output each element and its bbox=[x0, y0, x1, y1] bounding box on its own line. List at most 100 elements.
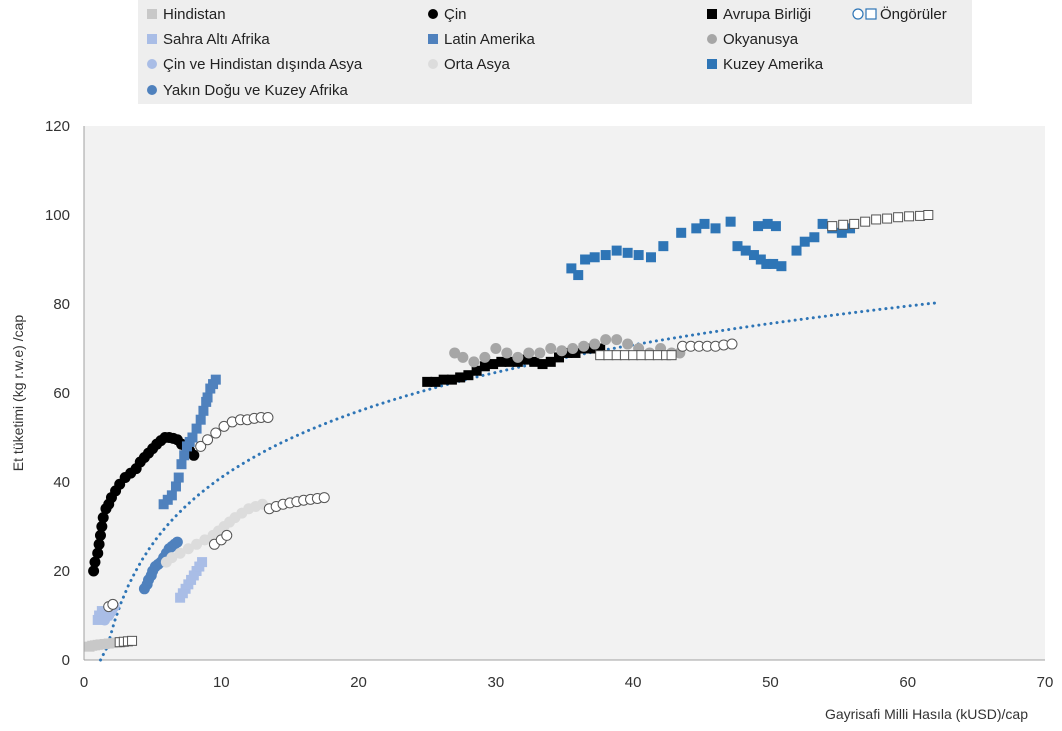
data-point bbox=[529, 356, 540, 367]
projection-point bbox=[871, 214, 882, 225]
legend-label: Avrupa Birliği bbox=[723, 6, 811, 23]
legend-marker bbox=[147, 85, 157, 95]
legend-marker bbox=[865, 8, 877, 20]
data-point bbox=[430, 376, 441, 387]
data-point bbox=[770, 221, 781, 232]
plot-area bbox=[84, 126, 1045, 660]
projection-point bbox=[893, 212, 904, 223]
data-point bbox=[580, 254, 591, 265]
data-point bbox=[496, 356, 507, 367]
data-point bbox=[573, 270, 584, 281]
data-point bbox=[740, 245, 751, 256]
legend-marker bbox=[428, 59, 438, 69]
legend-item: Çin bbox=[428, 6, 467, 23]
projection-series bbox=[263, 492, 330, 515]
legend-item: Okyanusya bbox=[707, 31, 799, 48]
data-point bbox=[748, 250, 759, 261]
data-point bbox=[545, 343, 557, 354]
legend-item: Orta Asya bbox=[428, 56, 511, 73]
data-point bbox=[97, 512, 109, 524]
data-point bbox=[166, 490, 177, 501]
projection-point bbox=[202, 434, 214, 446]
projection-point bbox=[644, 350, 655, 361]
data-point bbox=[633, 250, 644, 261]
projection-point bbox=[904, 211, 915, 222]
projection-point bbox=[652, 350, 663, 361]
legend-label: Çin ve Hindistan dışında Asya bbox=[163, 56, 363, 73]
data-point bbox=[182, 543, 194, 555]
legend-label: Orta Asya bbox=[444, 56, 511, 73]
projection-point bbox=[827, 221, 838, 232]
projection-point bbox=[619, 350, 630, 361]
y-tick-label: 0 bbox=[62, 652, 70, 669]
data-point bbox=[179, 450, 190, 461]
legend-item: Kuzey Amerika bbox=[707, 56, 824, 73]
data-point bbox=[589, 252, 600, 263]
legend-label: Öngörüler bbox=[880, 5, 947, 23]
data-point bbox=[501, 347, 513, 359]
projection-series bbox=[114, 635, 138, 648]
data-point bbox=[611, 334, 623, 346]
data-point bbox=[504, 356, 515, 367]
data-point bbox=[438, 374, 449, 385]
data-point bbox=[600, 334, 612, 346]
data-point bbox=[198, 405, 209, 416]
data-point bbox=[836, 227, 847, 238]
data-point bbox=[202, 392, 213, 403]
data-point bbox=[210, 374, 221, 385]
data-point bbox=[188, 449, 200, 461]
data-point bbox=[457, 351, 469, 363]
projection-point bbox=[636, 350, 647, 361]
data-point bbox=[488, 359, 499, 370]
y-tick-label: 120 bbox=[45, 118, 70, 135]
projection-series bbox=[595, 350, 677, 361]
legend-marker bbox=[428, 9, 438, 19]
axis-ticks: 0 10 20 30 40 50 60 70 0 20 40 60 80 100 120 bbox=[45, 118, 1053, 691]
projection-point bbox=[262, 411, 274, 423]
legend-item: Yakın Doğu ve Kuzey Afrika bbox=[147, 82, 348, 99]
x-tick-label: 20 bbox=[350, 674, 367, 691]
legend-label: Yakın Doğu ve Kuzey Afrika bbox=[163, 82, 348, 99]
data-point bbox=[676, 227, 687, 238]
data-point bbox=[753, 221, 764, 232]
legend-marker bbox=[707, 34, 717, 44]
legend-item: Çin ve Hindistan dışında Asya bbox=[147, 56, 363, 73]
projection-point bbox=[603, 350, 614, 361]
projection-point bbox=[195, 440, 207, 452]
data-point bbox=[645, 252, 656, 263]
data-point bbox=[187, 432, 198, 443]
projection-point bbox=[127, 635, 138, 646]
data-point bbox=[817, 218, 828, 229]
data-point bbox=[755, 254, 766, 265]
projection-point bbox=[860, 216, 871, 227]
data-point bbox=[611, 245, 622, 256]
data-point bbox=[89, 556, 101, 568]
data-point bbox=[534, 347, 546, 359]
data-point bbox=[96, 521, 108, 532]
y-axis-title: Et tüketimi (kg r.w.e) /cap bbox=[10, 315, 26, 472]
legend-marker bbox=[852, 8, 864, 20]
data-point bbox=[191, 423, 202, 434]
projection-series bbox=[827, 210, 934, 232]
data-point bbox=[578, 340, 590, 352]
data-point bbox=[195, 414, 206, 425]
projection-point bbox=[611, 350, 622, 361]
data-point bbox=[658, 241, 669, 252]
data-point bbox=[490, 343, 502, 354]
data-point bbox=[809, 232, 820, 243]
data-point bbox=[554, 352, 565, 363]
x-tick-label: 30 bbox=[488, 674, 505, 691]
y-tick-label: 40 bbox=[53, 474, 70, 491]
projection-series bbox=[677, 338, 738, 352]
legend-label: Latin Amerika bbox=[444, 31, 536, 48]
data-point bbox=[197, 557, 208, 568]
data-point bbox=[562, 347, 573, 358]
legend-marker bbox=[147, 34, 157, 44]
projection-series bbox=[208, 529, 233, 550]
legend-label: Kuzey Amerika bbox=[723, 56, 824, 73]
legend-marker bbox=[147, 9, 157, 19]
projection-point bbox=[107, 598, 119, 610]
legend-marker bbox=[707, 9, 717, 19]
legend-marker bbox=[707, 59, 717, 69]
